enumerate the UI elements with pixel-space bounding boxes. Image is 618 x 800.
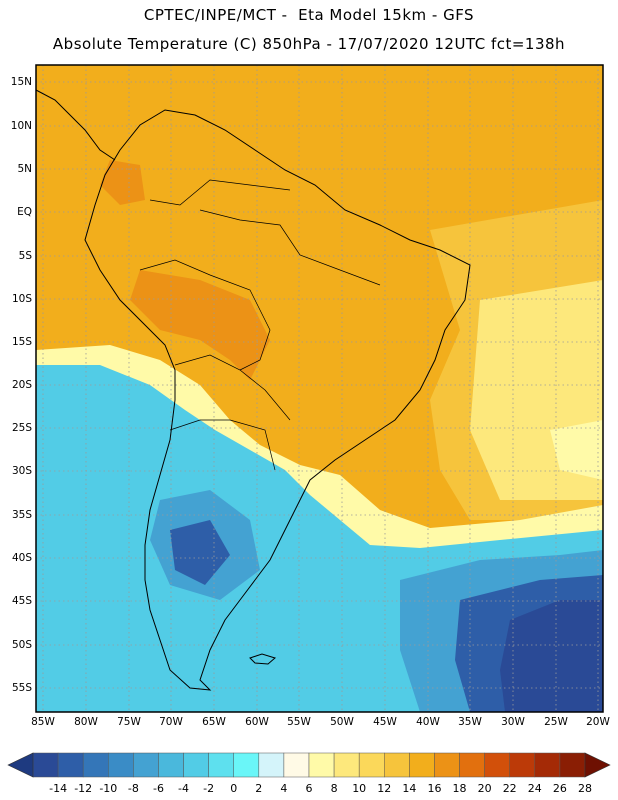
colorbar-label: -4 <box>178 782 189 795</box>
lat-label: EQ <box>17 206 32 218</box>
coastline-central-america <box>36 89 116 161</box>
lat-label: 50S <box>11 639 32 651</box>
colorbar-label: 26 <box>552 782 567 795</box>
colorbar-high-arrow <box>584 752 611 778</box>
colorbar-label: -12 <box>74 782 93 795</box>
colorbar-label: 12 <box>377 782 392 795</box>
colorbar-cell <box>434 752 460 778</box>
colorbar-cell <box>459 752 485 778</box>
lon-label: 35W <box>458 716 482 728</box>
title-line-2: Absolute Temperature (C) 850hPa - 17/07/… <box>52 35 566 53</box>
colorbar-cell <box>384 752 410 778</box>
colorbar-cell <box>283 752 310 778</box>
colorbar-label: 0 <box>230 782 238 795</box>
colorbar-cell <box>57 752 84 778</box>
lat-label: 25S <box>11 422 32 434</box>
colorbar-cell <box>333 752 360 778</box>
colorbar-cell <box>133 752 159 778</box>
colorbar-label: -8 <box>127 782 139 795</box>
colorbar-label: 20 <box>477 782 492 795</box>
colorbar-label: 2 <box>255 782 263 795</box>
colorbar <box>7 752 611 778</box>
lon-label: 40W <box>416 716 440 728</box>
lat-label: 5S <box>18 250 32 262</box>
lon-label: 85W <box>31 716 55 728</box>
lat-label: 30S <box>11 465 32 477</box>
colorbar-cell <box>32 752 59 778</box>
coastline-south-america <box>84 109 471 691</box>
colorbar-label: 22 <box>502 782 517 795</box>
lon-label: 65W <box>202 716 226 728</box>
field-frigid <box>500 600 603 712</box>
colorbar-label: -14 <box>49 782 68 795</box>
colorbar-cells <box>32 752 586 778</box>
colorbar-cell <box>208 752 234 778</box>
lat-label: 10S <box>11 293 32 305</box>
colorbar-cell <box>308 752 335 778</box>
lon-label: 75W <box>117 716 141 728</box>
title-line-1: CPTEC/INPE/MCT - Eta Model 15km - GFS <box>143 6 475 24</box>
lat-label: 15N <box>10 76 32 88</box>
colorbar-cell <box>358 752 385 778</box>
colorbar-cell <box>534 752 561 778</box>
field-hot-amazon <box>130 270 270 380</box>
colorbar-cell <box>409 752 435 778</box>
lat-label: 15S <box>11 336 32 348</box>
lat-label: 40S <box>11 552 32 564</box>
lat-label: 5N <box>17 163 32 175</box>
lon-label: 25W <box>544 716 568 728</box>
lon-label: 20W <box>586 716 610 728</box>
lon-label: 50W <box>330 716 354 728</box>
country-borders <box>139 179 381 471</box>
colorbar-label: 10 <box>352 782 367 795</box>
colorbar-label: 18 <box>452 782 467 795</box>
colorbar-label: -10 <box>99 782 118 795</box>
colorbar-label: 8 <box>330 782 338 795</box>
colorbar-cell <box>158 752 184 778</box>
colorbar-cell <box>233 752 260 778</box>
lon-label: 30W <box>501 716 525 728</box>
colorbar-cell <box>258 752 285 778</box>
colorbar-cell <box>484 752 510 778</box>
colorbar-cell <box>183 752 209 778</box>
falkland-islands <box>249 653 277 665</box>
colorbar-cell <box>509 752 536 778</box>
colorbar-label: 16 <box>427 782 442 795</box>
lon-label: 55W <box>287 716 311 728</box>
colorbar-low-arrow <box>7 752 34 778</box>
field-mild-atlantic <box>550 420 603 480</box>
lat-label: 55S <box>11 682 32 694</box>
colorbar-cell <box>108 752 134 778</box>
field-coldest-patagonia <box>170 520 230 585</box>
lon-label: 80W <box>74 716 98 728</box>
map-frame <box>35 64 604 713</box>
colorbar-label: -2 <box>203 782 215 795</box>
lat-label: 45S <box>11 595 32 607</box>
colorbar-cell <box>559 752 586 778</box>
lat-label: 10N <box>10 120 32 132</box>
lon-label: 60W <box>245 716 269 728</box>
colorbar-cell <box>82 752 109 778</box>
colorbar-label: 28 <box>578 782 592 795</box>
colorbar-label: 6 <box>305 782 313 795</box>
field-hot-colombia <box>100 160 145 205</box>
colorbar-label: -6 <box>153 782 164 795</box>
colorbar-label: 24 <box>527 782 542 795</box>
colorbar-label: 4 <box>280 782 288 795</box>
lon-label: 70W <box>159 716 183 728</box>
graticule <box>36 65 603 712</box>
colorbar-label: 14 <box>402 782 417 795</box>
lon-label: 45W <box>373 716 397 728</box>
lat-label: 35S <box>11 509 32 521</box>
lat-label: 20S <box>11 379 32 391</box>
